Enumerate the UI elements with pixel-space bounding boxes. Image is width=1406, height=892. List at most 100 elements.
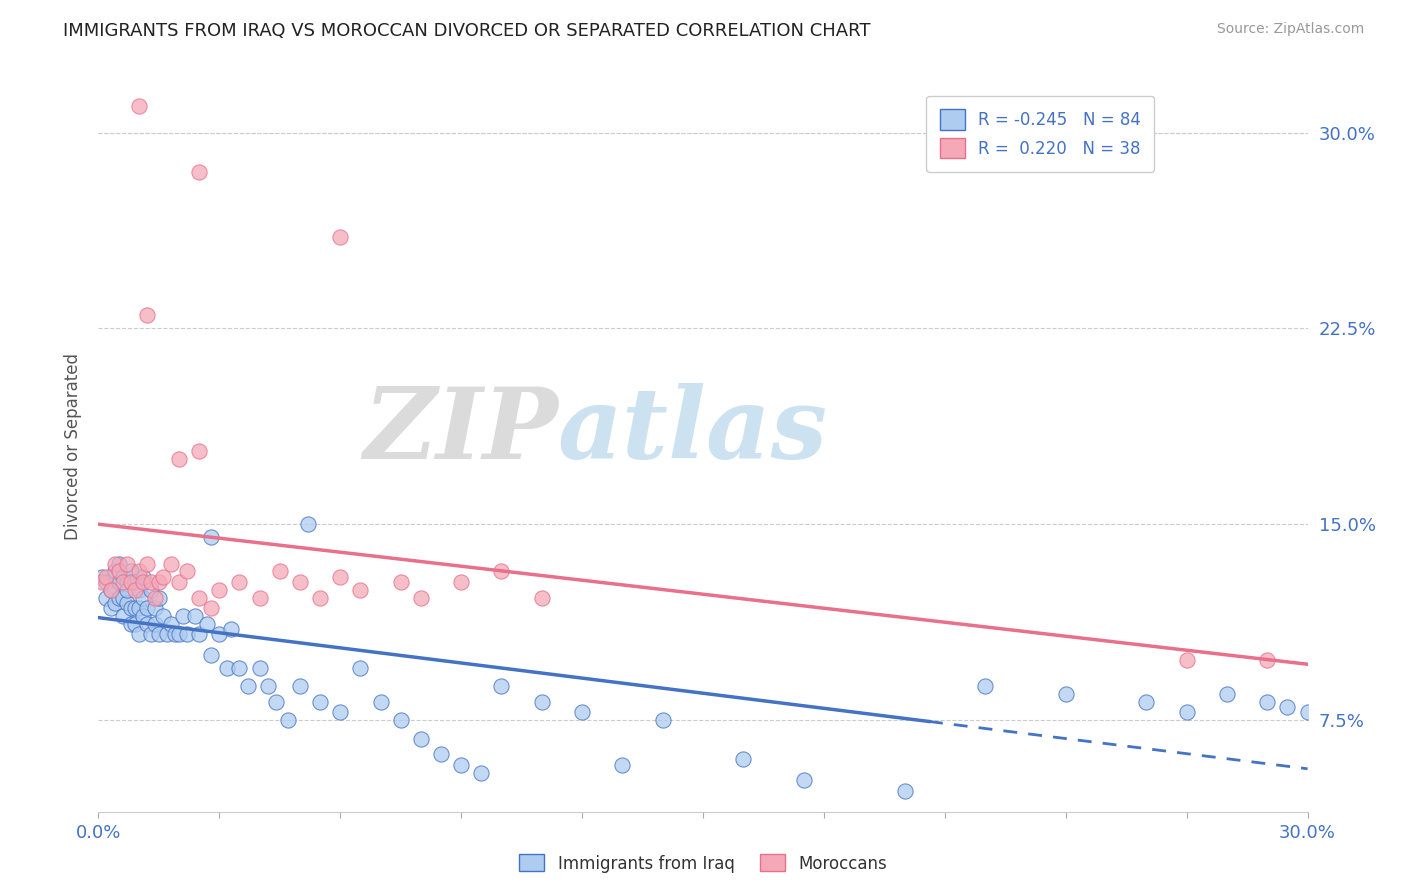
Point xyxy=(612,757,634,772)
Point xyxy=(1054,687,1077,701)
Point xyxy=(135,601,157,615)
Point xyxy=(132,608,155,623)
Point xyxy=(309,695,332,709)
Point xyxy=(200,530,222,544)
Point xyxy=(1135,695,1157,709)
Point xyxy=(309,591,332,605)
Point xyxy=(172,608,194,623)
Point xyxy=(160,557,183,571)
Point xyxy=(208,627,231,641)
Point xyxy=(103,596,125,610)
Point xyxy=(143,591,166,605)
Point xyxy=(107,574,129,589)
Point xyxy=(139,627,162,641)
Point xyxy=(288,679,311,693)
Point xyxy=(176,627,198,641)
Point xyxy=(96,591,118,605)
Point xyxy=(195,616,218,631)
Point xyxy=(288,574,311,589)
Point xyxy=(491,679,513,693)
Point xyxy=(249,591,271,605)
Point xyxy=(264,695,287,709)
Point xyxy=(221,622,243,636)
Point xyxy=(107,557,129,571)
Point xyxy=(107,591,129,605)
Point xyxy=(409,591,432,605)
Point xyxy=(217,661,239,675)
Point xyxy=(124,616,146,631)
Point xyxy=(91,569,114,583)
Point xyxy=(120,565,142,579)
Point xyxy=(450,574,472,589)
Point xyxy=(167,452,190,467)
Point xyxy=(91,574,114,589)
Point xyxy=(450,757,472,772)
Point xyxy=(277,714,299,728)
Point xyxy=(733,752,755,766)
Point xyxy=(571,706,593,720)
Point xyxy=(974,679,997,693)
Point xyxy=(152,608,174,623)
Point xyxy=(156,627,179,641)
Point xyxy=(163,627,186,641)
Point xyxy=(115,596,138,610)
Point xyxy=(389,574,412,589)
Point xyxy=(128,99,150,113)
Point xyxy=(103,557,125,571)
Point xyxy=(135,309,157,323)
Point xyxy=(135,616,157,631)
Point xyxy=(793,773,815,788)
Point xyxy=(228,574,250,589)
Point xyxy=(297,517,319,532)
Point xyxy=(470,765,492,780)
Point xyxy=(128,565,150,579)
Point xyxy=(349,661,371,675)
Point xyxy=(111,591,134,605)
Point xyxy=(124,601,146,615)
Y-axis label: Divorced or Separated: Divorced or Separated xyxy=(65,352,83,540)
Point xyxy=(128,601,150,615)
Point xyxy=(120,574,142,589)
Point xyxy=(148,627,170,641)
Point xyxy=(111,608,134,623)
Point xyxy=(1175,706,1198,720)
Point xyxy=(120,601,142,615)
Point xyxy=(430,747,453,762)
Point xyxy=(115,557,138,571)
Point xyxy=(530,695,553,709)
Point xyxy=(184,608,207,623)
Text: ZIP: ZIP xyxy=(363,384,558,480)
Point xyxy=(491,565,513,579)
Point xyxy=(329,230,352,244)
Point xyxy=(139,574,162,589)
Point xyxy=(96,569,118,583)
Point xyxy=(256,679,278,693)
Point xyxy=(111,574,134,589)
Point xyxy=(124,582,146,597)
Point xyxy=(115,574,138,589)
Point xyxy=(651,714,673,728)
Point xyxy=(107,565,129,579)
Point xyxy=(249,661,271,675)
Point xyxy=(1256,695,1278,709)
Point xyxy=(160,616,183,631)
Point xyxy=(143,601,166,615)
Point xyxy=(100,582,122,597)
Point xyxy=(124,574,146,589)
Point xyxy=(111,569,134,583)
Point xyxy=(128,582,150,597)
Point xyxy=(530,591,553,605)
Point xyxy=(176,565,198,579)
Point xyxy=(188,591,211,605)
Point xyxy=(208,582,231,597)
Point xyxy=(132,574,155,589)
Point xyxy=(188,627,211,641)
Point xyxy=(269,565,291,579)
Point xyxy=(200,648,222,662)
Point xyxy=(188,164,211,178)
Text: Source: ZipAtlas.com: Source: ZipAtlas.com xyxy=(1216,22,1364,37)
Point xyxy=(370,695,392,709)
Legend: Immigrants from Iraq, Moroccans: Immigrants from Iraq, Moroccans xyxy=(513,847,893,880)
Point xyxy=(148,591,170,605)
Point xyxy=(143,616,166,631)
